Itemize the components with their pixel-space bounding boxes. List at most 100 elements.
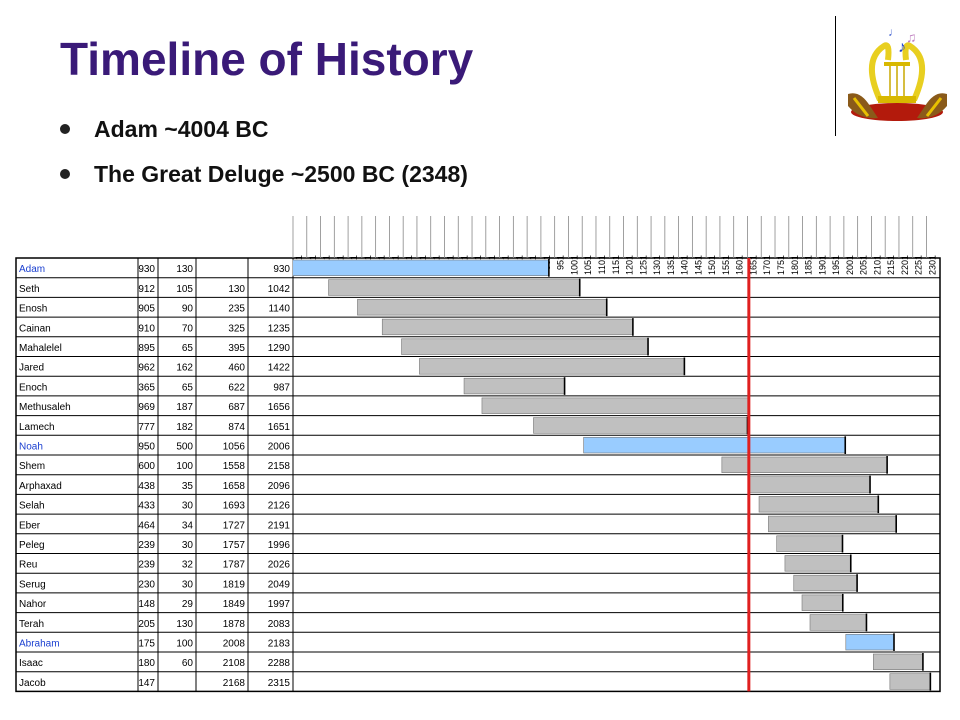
person-born-value: 1819	[223, 579, 246, 590]
timeline-tick-label: 2101	[872, 255, 882, 275]
person-age-at-son-value: 35	[182, 481, 194, 492]
person-born-value: 687	[228, 402, 245, 413]
person-age-at-son-value: 130	[176, 264, 193, 275]
person-name-label: Noah	[19, 441, 43, 452]
person-name-label: Nahor	[19, 599, 47, 610]
person-name-label: Enosh	[19, 304, 47, 315]
person-born-value: 2168	[223, 678, 246, 689]
person-name-label: Selah	[19, 501, 45, 512]
person-lifespan-value: 205	[138, 619, 155, 630]
lifespan-bar	[749, 476, 871, 493]
person-name-label: Cainan	[19, 323, 51, 334]
person-born-value: 1658	[223, 481, 246, 492]
person-name-label: Terah	[19, 619, 44, 630]
person-died-value: 1140	[268, 304, 290, 315]
person-died-value: 2315	[268, 678, 291, 689]
svg-text:♪: ♪	[898, 39, 906, 56]
bullet-list: Adam ~4004 BC The Great Deluge ~2500 BC …	[60, 113, 468, 203]
timeline-tick-label: 1701	[762, 255, 772, 275]
person-born-value: 2108	[223, 658, 246, 669]
person-died-value: 1290	[268, 343, 291, 354]
person-lifespan-value: 175	[138, 638, 155, 649]
person-died-value: 1651	[268, 422, 291, 433]
lifespan-bar	[381, 318, 634, 336]
timeline-tick-label: 1101	[597, 255, 607, 274]
timeline-tick-label: 2001	[845, 255, 855, 275]
person-age-at-son-value: 70	[182, 323, 194, 334]
person-died-value: 1996	[268, 540, 291, 551]
person-lifespan-value: 910	[138, 323, 155, 334]
person-died-value: 1656	[268, 402, 291, 413]
person-age-at-son-value: 187	[176, 402, 193, 413]
person-age-at-son-value: 29	[182, 599, 194, 610]
lifespan-bar	[801, 594, 844, 611]
person-died-value: 987	[273, 382, 290, 393]
person-died-value: 2191	[268, 520, 291, 531]
bullet-dot	[60, 124, 70, 134]
timeline-tick-label: 1251	[638, 255, 648, 275]
person-age-at-son-value: 30	[182, 579, 194, 590]
timeline-tick-label: 1651	[748, 255, 758, 275]
timeline-tick-label: 1051	[583, 255, 593, 275]
timeline-tick-label: 951	[556, 255, 566, 270]
lifespan-bar	[481, 397, 750, 414]
lifespan-bar	[793, 574, 858, 592]
person-age-at-son-value: 100	[176, 638, 193, 649]
person-died-value: 2083	[268, 619, 291, 630]
person-died-value: 1997	[268, 599, 291, 610]
bullet-item: Adam ~4004 BC	[60, 113, 468, 158]
person-name-label: Shem	[19, 461, 45, 472]
timeline-tick-label: 2151	[886, 255, 896, 275]
person-name-label: Lamech	[19, 422, 55, 433]
person-age-at-son-value: 30	[182, 501, 194, 512]
person-died-value: 1042	[268, 284, 291, 295]
person-name-label: Abraham	[19, 638, 60, 649]
person-age-at-son-value: 60	[182, 658, 194, 669]
timeline-tick-label: 2201	[900, 255, 910, 275]
person-died-value: 2183	[268, 638, 291, 649]
lifespan-bar	[758, 496, 879, 513]
person-name-label: Peleg	[19, 540, 45, 551]
bullet-text-adam: Adam ~4004 BC	[94, 116, 269, 142]
person-born-value: 325	[228, 323, 245, 334]
person-died-value: 1422	[268, 363, 291, 374]
timeline-tick-label: 1851	[804, 255, 814, 275]
lifespan-bar	[328, 279, 581, 296]
person-name-label: Isaac	[19, 658, 43, 669]
person-lifespan-value: 950	[138, 441, 155, 452]
lifespan-bar	[357, 299, 608, 316]
lifespan-bar	[463, 377, 565, 395]
lifespan-bar	[401, 338, 649, 355]
timeline-tick-label: 1351	[666, 255, 676, 275]
lifespan-bar	[776, 535, 843, 552]
person-died-value: 2126	[268, 501, 291, 512]
timeline-tick-label: 1001	[569, 255, 579, 275]
lifespan-bar	[292, 259, 550, 276]
lifespan-bar	[873, 653, 924, 670]
person-name-label: Arphaxad	[19, 481, 62, 492]
lifespan-bar	[768, 515, 897, 533]
person-died-value: 1235	[268, 323, 291, 334]
person-age-at-son-value: 500	[176, 441, 193, 452]
person-name-label: Adam	[19, 264, 45, 275]
person-name-label: Seth	[19, 284, 40, 295]
person-age-at-son-value: 65	[182, 382, 194, 393]
timeline-tick-label: 2301	[928, 255, 938, 275]
timeline-tick-label: 1551	[721, 255, 731, 275]
lifespan-bar	[419, 358, 685, 375]
person-lifespan-value: 433	[138, 501, 155, 512]
timeline-tick-label: 1401	[680, 255, 690, 275]
person-lifespan-value: 969	[138, 402, 155, 413]
lifespan-bar	[889, 673, 931, 690]
person-name-label: Jacob	[19, 678, 46, 689]
person-lifespan-value: 148	[138, 599, 155, 610]
person-born-value: 1693	[223, 501, 246, 512]
lyre-with-music-notes-icon: ♪ ♫ ♩	[848, 25, 947, 121]
person-name-label: Reu	[19, 560, 37, 571]
bullet-text-deluge: The Great Deluge ~2500 BC (2348)	[94, 161, 468, 187]
person-lifespan-value: 912	[138, 284, 155, 295]
timeline-tick-label: 1951	[831, 255, 841, 275]
person-lifespan-value: 905	[138, 304, 155, 315]
lifespan-bar	[845, 633, 895, 651]
person-died-value: 2026	[268, 560, 291, 571]
